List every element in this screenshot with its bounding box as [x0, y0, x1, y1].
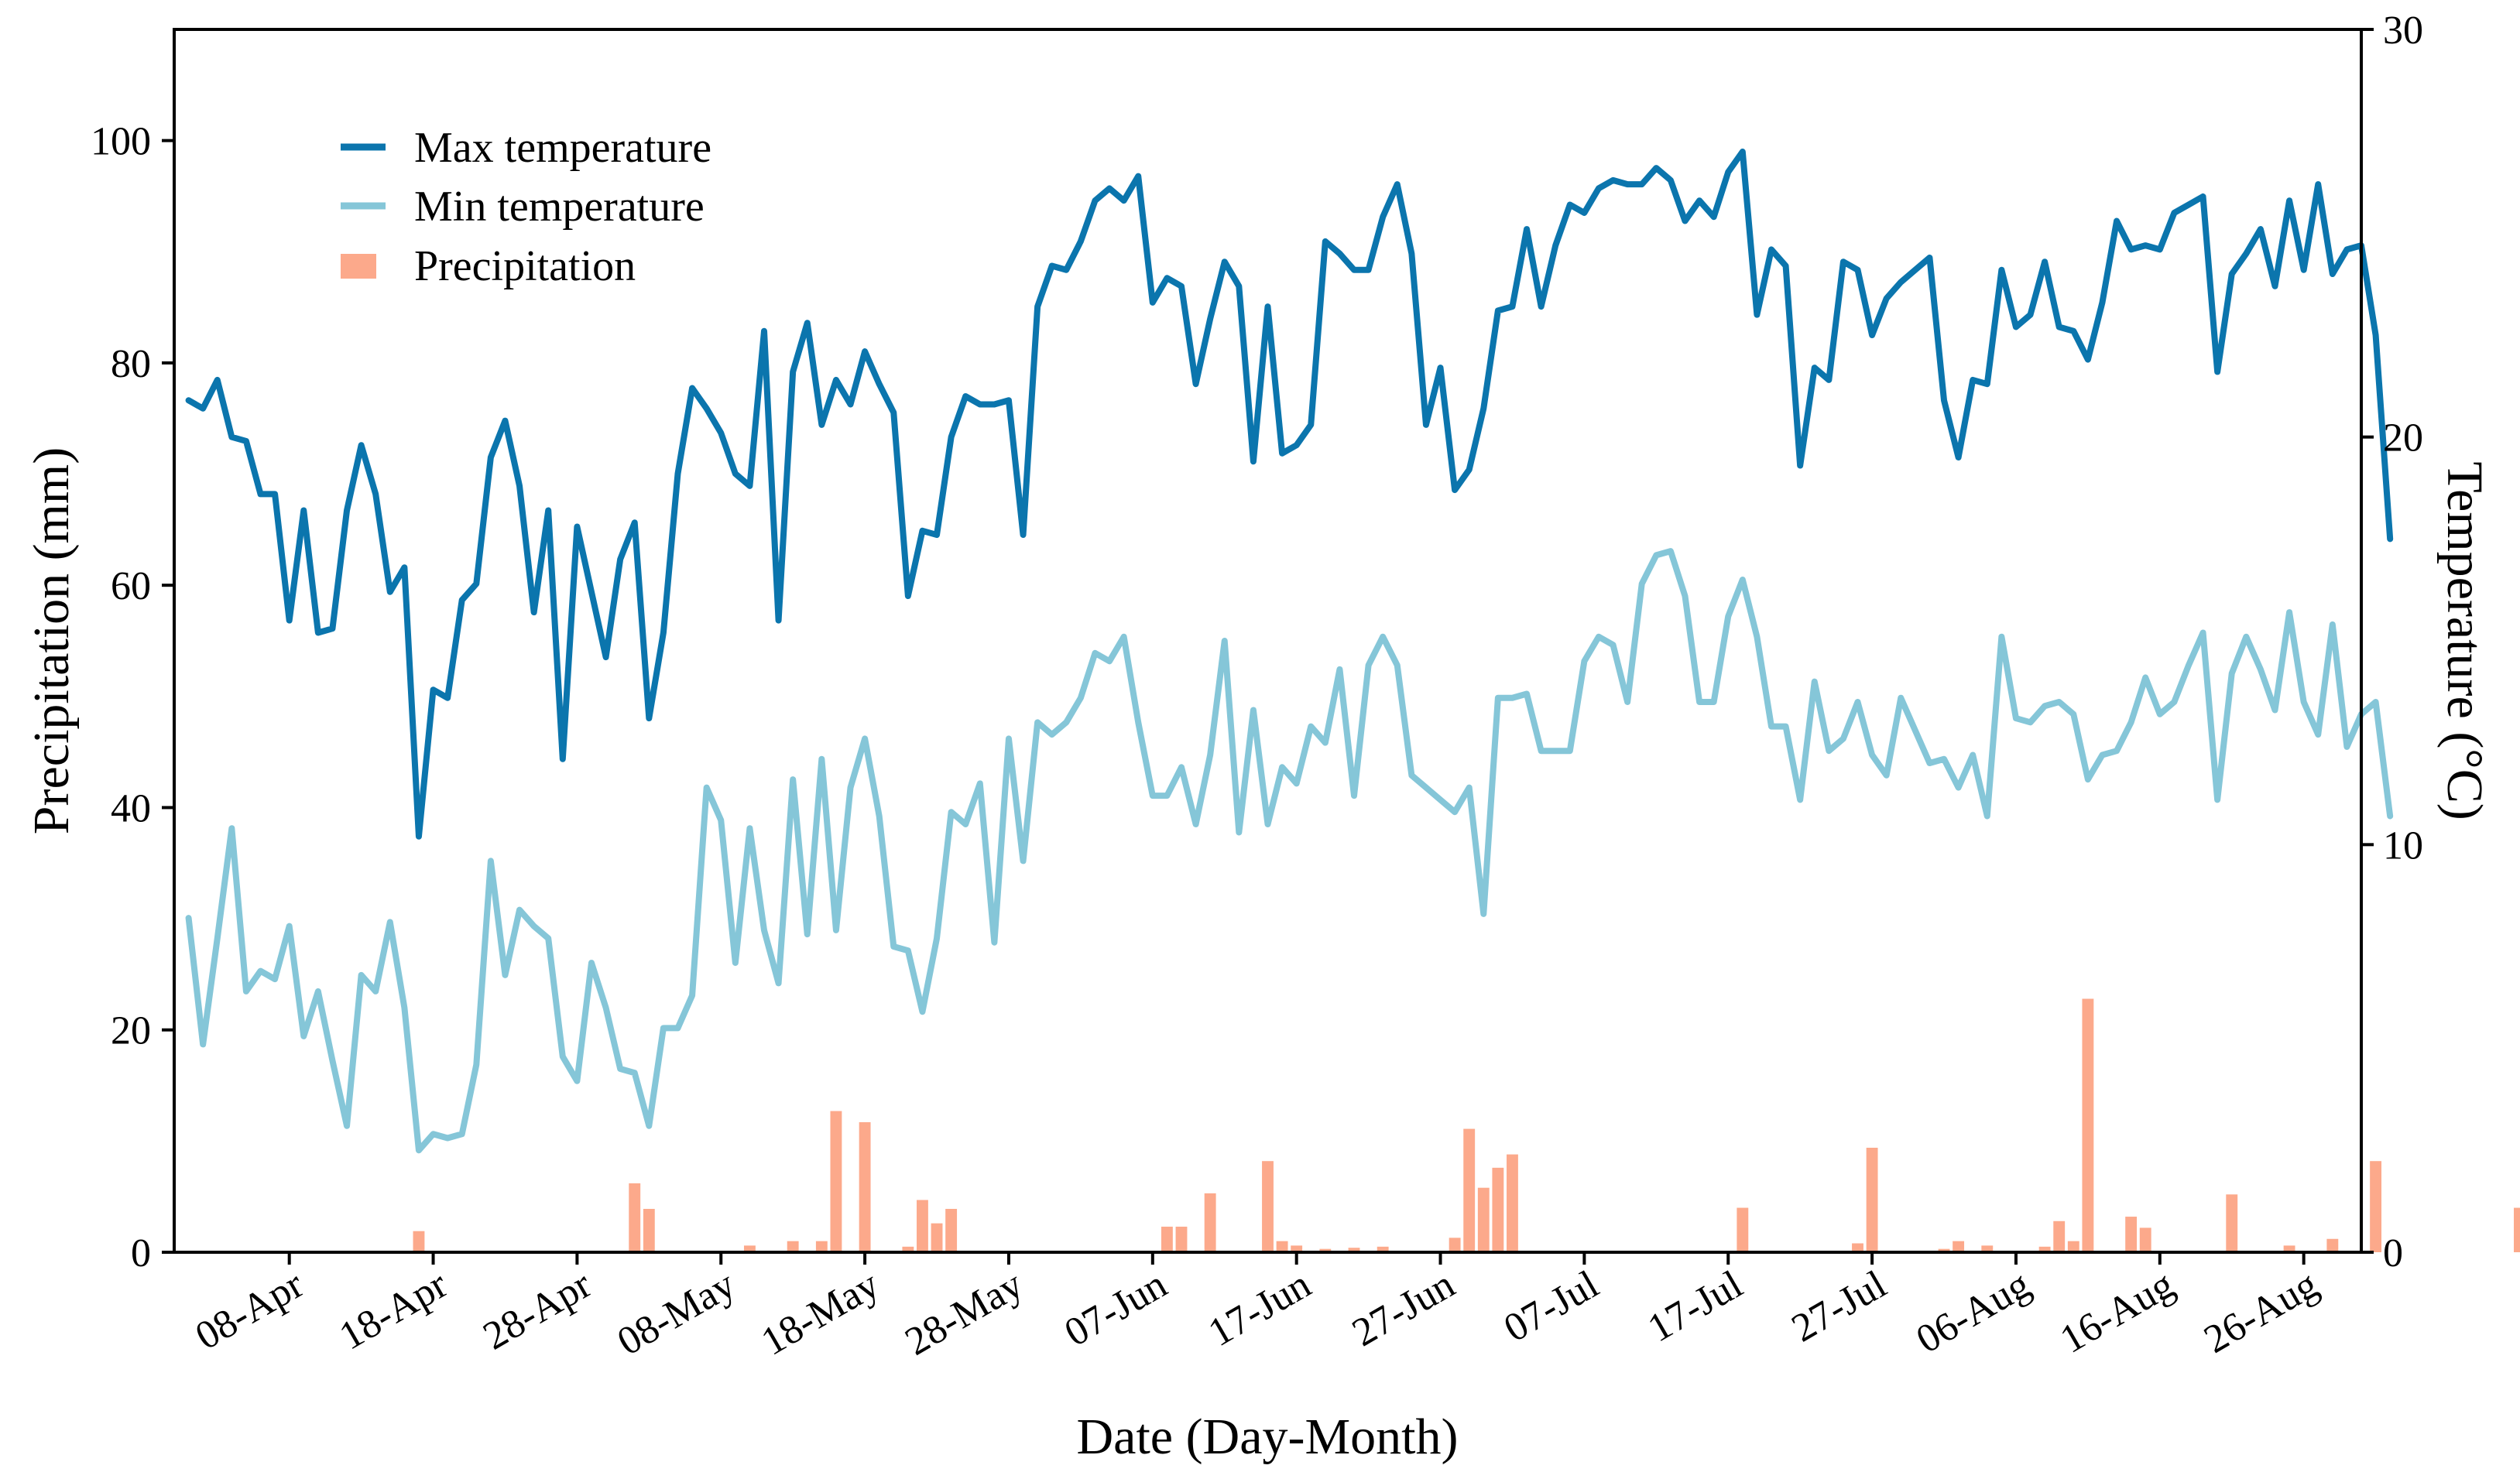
precipitation-bar [2326, 1238, 2339, 1252]
precipitation-bar [1737, 1207, 1749, 1252]
precipitation-bar [413, 1231, 425, 1252]
x-tick-label: 16-Aug [2053, 1262, 2182, 1362]
precipitation-bar [1463, 1128, 1476, 1252]
x-tick-label: 06-Aug [1909, 1262, 2038, 1362]
right-y-tick-label: 10 [2383, 823, 2423, 868]
x-axis-ticks: 08-Apr 18-Apr 28-Apr 08-May 18-May 28-May 07-J… [188, 1252, 2326, 1364]
x-tick-label: 28-Apr [476, 1262, 599, 1358]
right-y-tick-label: 20 [2383, 416, 2423, 460]
precipitation-bar [902, 1246, 914, 1252]
x-tick-label: 18-Apr [332, 1262, 455, 1358]
precipitation-bar [1377, 1246, 1389, 1252]
precipitation-bar [1981, 1245, 1994, 1252]
temperature-lines [185, 149, 2394, 1154]
axes [173, 28, 2363, 1254]
precipitation-bar [945, 1208, 958, 1252]
precipitation-bar [787, 1241, 799, 1252]
precipitation-bar [2514, 1207, 2520, 1252]
precipitation-bar [1276, 1241, 1288, 1252]
precipitation-bar [1348, 1248, 1360, 1252]
min-temperature-line [185, 548, 2394, 1154]
x-tick-label: 08-May [610, 1262, 742, 1364]
legend-label-precipitation: Precipitation [414, 242, 636, 290]
precipitation-bar [1262, 1161, 1274, 1252]
x-tick-label: 27-Jun [1345, 1262, 1462, 1355]
x-tick-label: 26-Aug [2197, 1262, 2326, 1362]
left-y-tick-label: 40 [111, 786, 151, 830]
y-axis-left-title: Precipitation (mm) [23, 447, 80, 834]
legend-label-max-temperature: Max temperature [414, 124, 711, 172]
precipitation-bar [1161, 1226, 1173, 1252]
plot-frame [173, 28, 2363, 1254]
precipitation-bar [629, 1183, 641, 1252]
precipitation-bar [1319, 1248, 1332, 1252]
legend: Max temperature Min temperature Precipit… [341, 124, 711, 290]
x-tick-label: 18-May [754, 1262, 886, 1364]
precipitation-bar [743, 1245, 756, 1252]
x-tick-label: 07-Jun [1058, 1262, 1174, 1355]
precipitation-bar [2139, 1227, 2151, 1252]
x-axis-title: Date (Day-Month) [1076, 1409, 1458, 1465]
precipitation-bar [1449, 1238, 1461, 1252]
right-y-tick-label: 0 [2383, 1231, 2403, 1275]
precipitation-bar [2226, 1194, 2238, 1252]
left-y-tick-label: 20 [111, 1009, 151, 1053]
precipitation-bar [2370, 1161, 2382, 1252]
precipitation-bar [1953, 1241, 1965, 1252]
precipitation-bar [2053, 1221, 2066, 1252]
left-y-tick-label: 60 [111, 564, 151, 608]
legend-label-min-temperature: Min temperature [414, 183, 705, 231]
precipitation-bar [2038, 1246, 2051, 1252]
right-y-tick-label: 30 [2383, 9, 2423, 53]
precipitation-bar [2125, 1217, 2138, 1252]
left-y-tick-label: 0 [131, 1231, 151, 1275]
legend-swatch-precipitation [341, 254, 376, 279]
left-y-tick-label: 100 [91, 120, 151, 164]
right-y-axis-ticks: 0 10 20 30 [2361, 9, 2423, 1275]
x-tick-label: 28-May [898, 1262, 1030, 1364]
precipitation-bar [1492, 1167, 1504, 1252]
precipitation-bar [2082, 998, 2094, 1252]
precipitation-bar [1204, 1193, 1216, 1252]
precipitation-bar [859, 1121, 871, 1252]
x-tick-label: 08-Apr [188, 1262, 311, 1358]
precipitation-bar [830, 1111, 842, 1252]
precipitation-bar [1938, 1248, 1950, 1252]
precipitation-bar [2067, 1241, 2079, 1252]
precipitation-bar [1175, 1226, 1188, 1252]
max-temperature-line [185, 149, 2394, 840]
precipitation-bar [1866, 1147, 1878, 1252]
precipitation-bar [2283, 1245, 2295, 1252]
x-tick-label: 17-Jun [1202, 1262, 1318, 1355]
precipitation-bar [931, 1223, 943, 1252]
precipitation-bar [643, 1208, 655, 1252]
precipitation-bar [1852, 1243, 1863, 1252]
y-axis-right-title: Temperature (°C) [2436, 461, 2493, 820]
x-tick-label: 17-Jul [1641, 1262, 1750, 1351]
precipitation-bar [1507, 1154, 1518, 1252]
precipitation-bar [917, 1200, 928, 1252]
precipitation-bar [1477, 1187, 1490, 1252]
precipitation-bar [1291, 1245, 1303, 1252]
left-y-tick-label: 80 [111, 342, 151, 386]
left-y-axis-ticks: 0 20 40 60 80 100 [91, 120, 174, 1275]
precipitation-bar [815, 1241, 828, 1252]
x-tick-label: 27-Jul [1785, 1262, 1894, 1351]
precipitation-bars [413, 998, 2520, 1252]
x-tick-label: 07-Jul [1497, 1262, 1606, 1351]
